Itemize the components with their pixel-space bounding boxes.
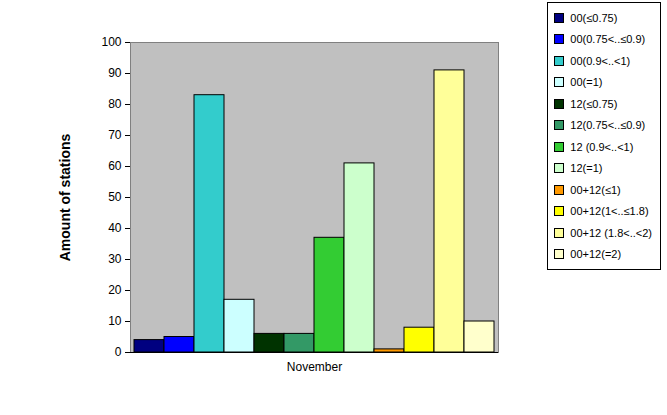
svg-text:90: 90 [108, 66, 122, 80]
html-text:12(=1): 12(=1) [570, 162, 603, 175]
svg-text:0: 0 [115, 345, 122, 359]
svg-text:10: 10 [108, 314, 122, 328]
html-text:00+12(≤1): 00+12(≤1) [570, 183, 621, 196]
html-text:00+12(=2): 00+12(=2) [570, 248, 622, 261]
svg-text:30: 30 [108, 252, 122, 266]
html-text:12(0.75<..≤0.9): 12(0.75<..≤0.9) [570, 119, 646, 132]
svg-text:50: 50 [108, 190, 122, 204]
html-text:12(≤0.75): 12(≤0.75) [570, 97, 618, 110]
html-text:00(0.75<..≤0.9): 00(0.75<..≤0.9) [570, 33, 646, 46]
svg-text:100: 100 [101, 35, 121, 49]
svg-text:20: 20 [108, 283, 122, 297]
html-text:12 (0.9<..<1): 12 (0.9<..<1) [570, 140, 634, 153]
html-text:00(≤0.75): 00(≤0.75) [570, 11, 618, 24]
svg-text:80: 80 [108, 97, 122, 111]
svg-text:60: 60 [108, 159, 122, 173]
html-text:00(0.9<..<1): 00(0.9<..<1) [570, 54, 631, 67]
svg-text:Amount of stations: Amount of stations [57, 134, 73, 262]
html-text:00(=1): 00(=1) [570, 76, 603, 89]
html-text:00+12(1<..≤1.8): 00+12(1<..≤1.8) [570, 205, 649, 218]
svg-text:November: November [287, 360, 342, 374]
html-text:00+12 (1.8<..<2): 00+12 (1.8<..<2) [570, 226, 652, 239]
svg-text:40: 40 [108, 221, 122, 235]
svg-text:70: 70 [108, 128, 122, 142]
